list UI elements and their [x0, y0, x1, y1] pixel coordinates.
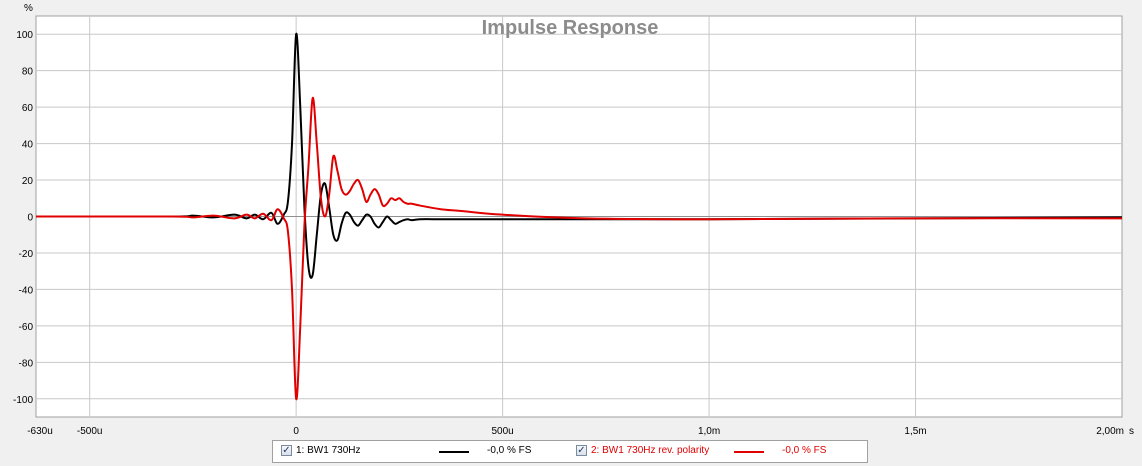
chart-title: Impulse Response [482, 17, 659, 39]
y-tick-label: 100 [16, 30, 33, 41]
series-2-checkbox[interactable]: ✓ [576, 445, 587, 456]
x-tick-label: 500u [491, 426, 513, 437]
y-tick-label: -80 [19, 358, 34, 369]
x-tick-label: -630u [27, 426, 53, 437]
x-tick-label: 1,0m [698, 426, 720, 437]
legend-item-series-2[interactable]: ✓ 2: BW1 730Hz rev. polarity -0,0 % FS [576, 444, 866, 460]
series-2-label: 2: BW1 730Hz rev. polarity [591, 445, 710, 456]
x-tick-labels: -630u -500u 0 500u 1,0m 1,5m 2,00m [27, 426, 1124, 437]
series-line-1 [35, 33, 1123, 279]
series-1-value: -0,0 % FS [487, 445, 532, 456]
y-tick-label: 0 [27, 213, 33, 224]
series-line-2 [35, 97, 1123, 400]
x-tick-label: -500u [77, 426, 103, 437]
grid [36, 16, 1122, 417]
legend: ✓ 1: BW1 730Hz -0,0 % FS ✓ 2: BW1 730Hz … [272, 440, 868, 463]
y-tick-label: 80 [22, 67, 34, 78]
x-tick-label: 0 [293, 426, 299, 437]
x-unit-label: s [1129, 426, 1134, 437]
series-1-swatch [439, 451, 469, 453]
y-tick-label: -60 [19, 322, 34, 333]
x-tick-label: 2,00m [1096, 426, 1124, 437]
series-lines [35, 33, 1123, 400]
y-tick-labels: 100 80 60 40 20 0 -20 -40 -60 -80 -100 [13, 30, 33, 406]
y-tick-label: 60 [22, 103, 34, 114]
y-tick-label: 20 [22, 176, 34, 187]
y-tick-label: 40 [22, 140, 34, 151]
series-1-checkbox[interactable]: ✓ [281, 445, 292, 456]
x-tick-label: 1,5m [904, 426, 926, 437]
y-tick-label: -20 [19, 249, 34, 260]
y-tick-label: -40 [19, 285, 34, 296]
series-1-label: 1: BW1 730Hz [296, 445, 361, 456]
y-tick-label: -100 [13, 395, 33, 406]
series-2-swatch [734, 451, 764, 453]
y-unit-label: % [24, 3, 33, 14]
series-2-value: -0,0 % FS [782, 445, 827, 456]
legend-item-series-1[interactable]: ✓ 1: BW1 730Hz -0,0 % FS [281, 444, 571, 460]
